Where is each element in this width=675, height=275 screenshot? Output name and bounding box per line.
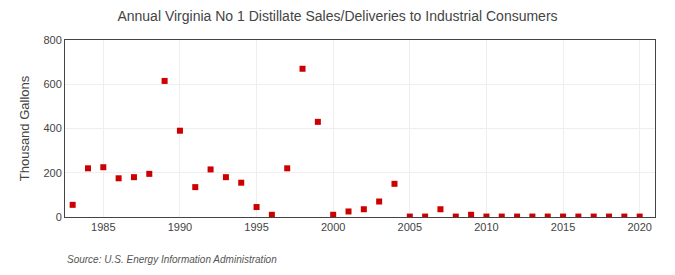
svg-text:1985: 1985 xyxy=(91,221,115,233)
svg-text:200: 200 xyxy=(43,167,61,179)
svg-text:Thousand Gallons: Thousand Gallons xyxy=(17,75,32,181)
svg-text:2005: 2005 xyxy=(398,221,422,233)
svg-text:2020: 2020 xyxy=(627,221,651,233)
svg-text:Source: U.S. Energy Informatio: Source: U.S. Energy Information Administ… xyxy=(67,254,277,265)
svg-text:400: 400 xyxy=(43,122,61,134)
svg-text:Annual Virginia No 1 Distillat: Annual Virginia No 1 Distillate Sales/De… xyxy=(117,8,557,24)
svg-text:1990: 1990 xyxy=(168,221,192,233)
svg-text:2000: 2000 xyxy=(321,221,345,233)
svg-text:2010: 2010 xyxy=(474,221,498,233)
svg-text:800: 800 xyxy=(43,34,61,46)
svg-text:2015: 2015 xyxy=(551,221,575,233)
svg-text:1995: 1995 xyxy=(244,221,268,233)
svg-text:0: 0 xyxy=(56,211,62,223)
svg-text:600: 600 xyxy=(43,78,61,90)
